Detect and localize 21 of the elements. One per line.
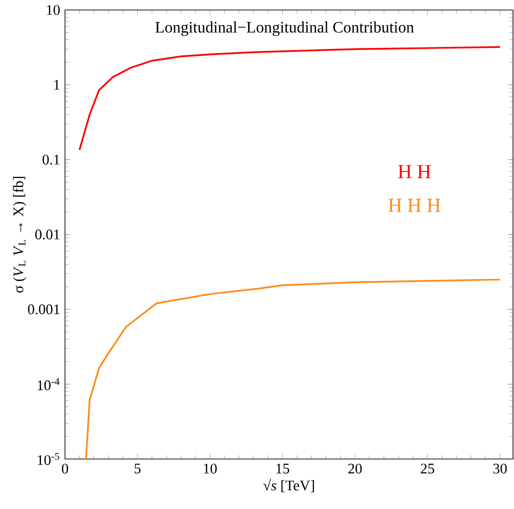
y-tick-label: 0.001	[28, 304, 60, 314]
x-tick-label: 0	[62, 464, 68, 474]
line-series	[78, 46, 501, 151]
text: H H H	[388, 198, 440, 212]
text: H H	[398, 165, 431, 178]
x-tick-label: 10	[204, 464, 217, 474]
x-tick-label: 15	[276, 464, 290, 474]
x-tick-label: 20	[348, 464, 362, 474]
y-tick-label: 10	[46, 5, 60, 15]
y-tick-label: 0.01	[35, 230, 60, 240]
x-tick-label: 25	[420, 464, 434, 474]
y-tick-label: 1	[54, 80, 60, 90]
y-tick-label: 10$^{-4}$	[38, 378, 60, 390]
x-axis-title: √s [TeV]	[263, 478, 314, 492]
y-axis-title: σ (V$_{L}$ V$_{L}$ → X) [fb]	[12, 176, 26, 293]
y-tick-label: 0.1	[42, 154, 60, 165]
x-tick-label: 30	[493, 464, 507, 474]
line-series	[85, 278, 501, 460]
x-tick-label: 5	[134, 464, 141, 474]
text: Longitudinal−Longitudinal Contribution	[155, 21, 414, 36]
y-tick-label: 10$^{-5}$	[38, 452, 60, 466]
